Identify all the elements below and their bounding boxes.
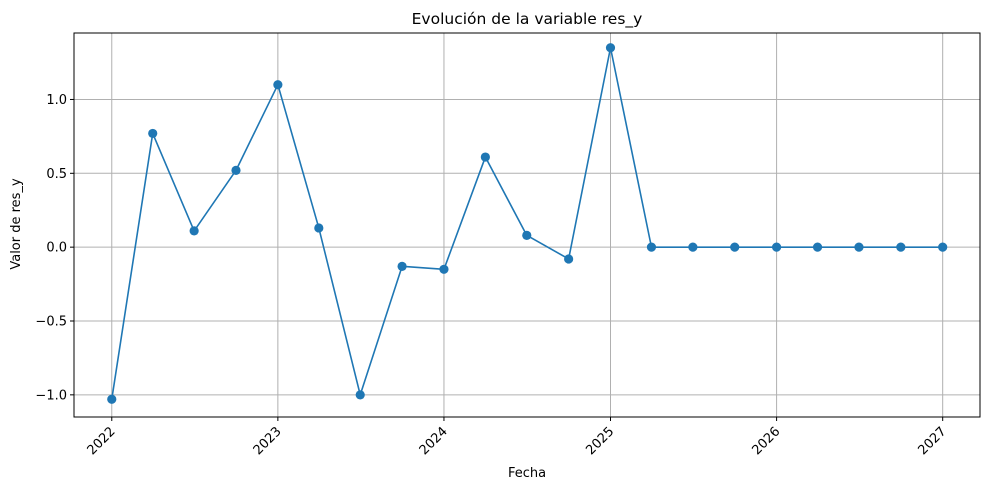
data-point bbox=[564, 254, 574, 264]
data-point bbox=[355, 390, 365, 400]
y-tick-label: 0.5 bbox=[46, 167, 67, 182]
data-point bbox=[771, 242, 782, 252]
data-point bbox=[314, 223, 324, 233]
y-tick-label: −1.0 bbox=[35, 388, 67, 403]
data-point bbox=[812, 242, 823, 252]
y-tick-label: −0.5 bbox=[35, 315, 67, 330]
data-point bbox=[854, 242, 864, 252]
x-axis-label: Fecha bbox=[508, 466, 546, 481]
y-axis-ticks: −1.0 −0.5 0.0 0.5 1.0 bbox=[35, 93, 74, 403]
data-point bbox=[189, 226, 199, 236]
y-axis-label: Valor de res_y bbox=[9, 178, 24, 270]
data-point bbox=[938, 242, 948, 252]
data-point bbox=[522, 230, 532, 240]
data-point bbox=[646, 242, 657, 252]
y-tick-label: 0.0 bbox=[46, 241, 67, 256]
data-point bbox=[148, 128, 158, 139]
data-point bbox=[730, 242, 740, 252]
data-point bbox=[688, 242, 698, 252]
data-series bbox=[107, 43, 948, 404]
data-point bbox=[605, 43, 616, 53]
data-point bbox=[480, 152, 490, 162]
chart-title: Evolución de la variable res_y bbox=[412, 10, 643, 29]
data-point bbox=[896, 242, 906, 252]
grid-lines bbox=[74, 33, 980, 417]
data-point bbox=[231, 165, 241, 175]
data-point bbox=[273, 80, 283, 90]
data-point bbox=[439, 264, 449, 274]
plot-frame bbox=[73, 32, 981, 418]
data-point bbox=[107, 394, 117, 404]
y-tick-label: 1.0 bbox=[46, 93, 67, 108]
data-point bbox=[397, 261, 407, 271]
